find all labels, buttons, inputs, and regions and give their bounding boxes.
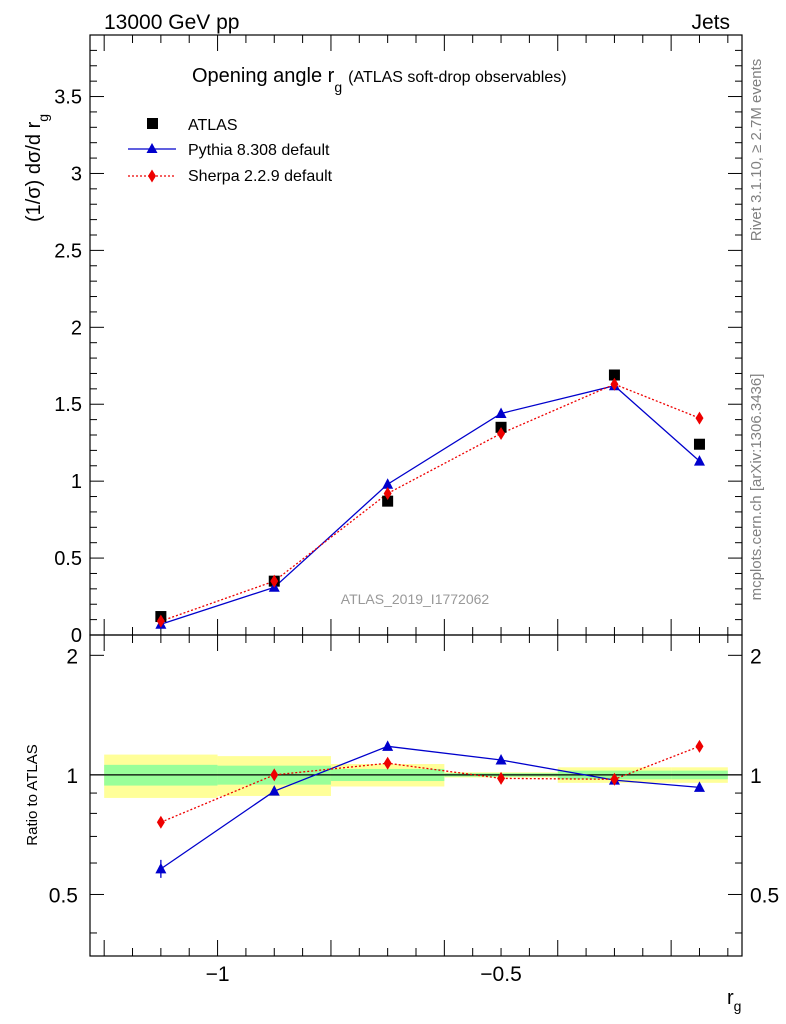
ratio-point-sherpa <box>383 756 392 770</box>
main-point-atlas <box>382 495 394 507</box>
main-line-sherpa <box>160 383 700 622</box>
ratio-y-tick-label-right: 2 <box>750 645 762 668</box>
plot-title: Opening angle rg (ATLAS soft-drop observa… <box>192 65 567 95</box>
ratio-line-pythia <box>160 745 700 870</box>
axis-ticks: 0 0.5 1 1.5 2 2.5 3 3.5 0.5 0.5 1 1 2 2 −1 −0.5 <box>49 34 779 986</box>
main-y-axis-label: (1/σ) dσ/d rg <box>23 114 51 222</box>
ratio-point-sherpa <box>270 768 279 782</box>
main-y-tick-label: 0 <box>71 625 82 647</box>
ratio-point-pythia <box>155 862 167 874</box>
ratio-y-tick-label-right: 1 <box>750 765 762 788</box>
ratio-uncertainty-bands <box>90 754 742 798</box>
legend-entry-sherpa: Sherpa 2.2.9 default <box>128 168 333 185</box>
header-left-label: 13000 GeV pp <box>104 11 239 34</box>
legend-entry-pythia: Pythia 8.308 default <box>128 142 330 159</box>
main-point-pythia <box>495 407 507 418</box>
main-y-tick-label: 2.5 <box>54 240 82 262</box>
main-point-pythia <box>693 455 705 466</box>
ratio-y-tick-label-right: 0.5 <box>750 884 779 907</box>
x-tick-label: −0.5 <box>480 963 521 986</box>
rivet-label: Rivet 3.1.10, ≥ 2.7M events <box>748 59 765 242</box>
plot-title-sub: g <box>334 79 342 95</box>
plot-title-main: Opening angle r <box>192 65 335 87</box>
x-tick-label: −1 <box>206 963 230 986</box>
legend: ATLAS Pythia 8.308 default Sherpa 2.2.9 … <box>128 117 333 185</box>
ratio-y-tick-label-left: 0.5 <box>49 884 78 907</box>
x-axis-label-sub: g <box>734 998 742 1014</box>
ratio-point-pythia <box>382 740 394 751</box>
ratio-point-sherpa <box>610 772 619 786</box>
x-axis-label: rg <box>727 987 741 1014</box>
legend-entry-atlas: ATLAS <box>147 117 238 134</box>
main-y-tick-label: 0.5 <box>54 548 82 570</box>
main-y-tick-label: 3 <box>71 163 82 185</box>
plot-title-suffix: (ATLAS soft-drop observables) <box>348 69 566 86</box>
analysis-label: ATLAS_2019_I1772062 <box>341 591 490 607</box>
main-point-sherpa <box>610 377 619 391</box>
main-point-sherpa <box>156 614 165 628</box>
legend-marker-pythia <box>146 143 158 153</box>
main-point-sherpa <box>383 486 392 500</box>
main-point-sherpa <box>270 574 279 588</box>
legend-label-sherpa: Sherpa 2.2.9 default <box>188 168 333 185</box>
main-point-pythia <box>382 478 394 489</box>
legend-label-atlas: ATLAS <box>188 117 238 134</box>
main-y-axis-label-sub: g <box>35 114 51 122</box>
mcplots-label: mcplots.cern.ch [arXiv:1306.3436] <box>748 374 765 601</box>
main-point-atlas <box>693 438 705 450</box>
main-y-tick-label: 1 <box>71 471 82 493</box>
main-point-sherpa <box>695 411 704 425</box>
legend-marker-sherpa <box>148 169 156 183</box>
x-axis-label-main: r <box>727 987 734 1009</box>
main-point-sherpa <box>497 426 506 440</box>
main-line-pythia <box>160 385 700 625</box>
main-y-tick-label: 3.5 <box>54 87 82 109</box>
main-point-atlas <box>608 369 620 381</box>
ratio-y-tick-label-left: 1 <box>66 765 78 788</box>
data-series <box>155 369 705 878</box>
ratio-point-sherpa <box>156 815 165 829</box>
ratio-point-sherpa <box>695 739 704 753</box>
ratio-point-sherpa <box>497 771 506 785</box>
main-y-tick-label: 1.5 <box>54 394 82 416</box>
ratio-point-pythia <box>693 781 705 792</box>
legend-label-pythia: Pythia 8.308 default <box>188 142 330 159</box>
main-y-tick-label: 2 <box>71 317 82 339</box>
ratio-point-pythia <box>495 754 507 765</box>
ratio-point-pythia <box>268 785 280 796</box>
main-y-axis-label-main: (1/σ) dσ/d r <box>23 121 45 222</box>
legend-marker-atlas <box>147 118 158 129</box>
ratio-y-axis-label: Ratio to ATLAS <box>24 744 41 845</box>
ratio-y-tick-label-left: 2 <box>66 645 78 668</box>
header-right-label: Jets <box>691 11 730 34</box>
